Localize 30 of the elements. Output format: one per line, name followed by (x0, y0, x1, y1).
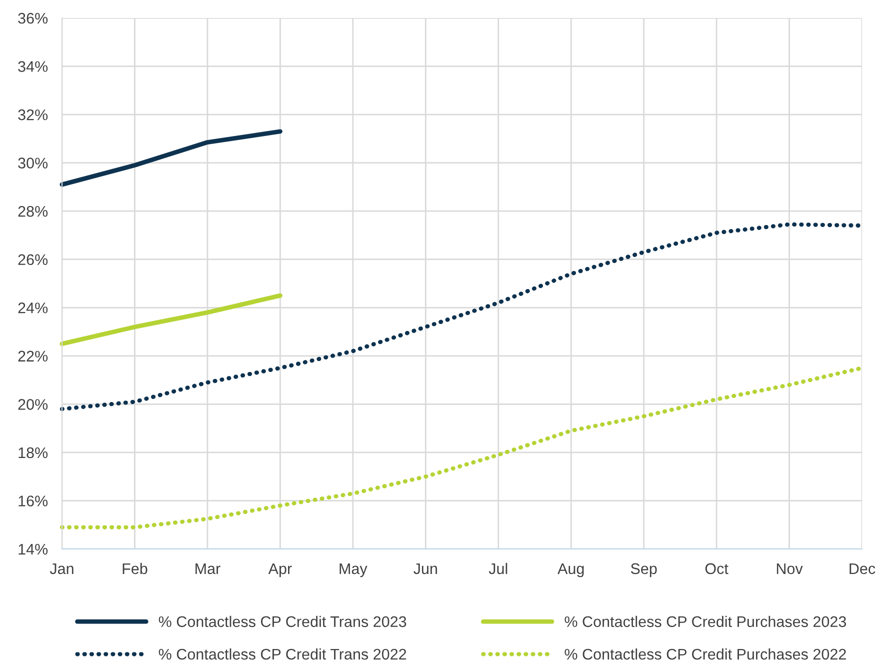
x-tick-label: Jul (488, 562, 508, 574)
line-series (60, 129, 282, 187)
y-tick-label: 14% (18, 544, 48, 555)
x-tick-label: Apr (268, 563, 292, 578)
y-tick-label: 30% (18, 158, 48, 169)
x-tick-label: Oct (705, 563, 728, 574)
y-tick-label: 16% (18, 496, 48, 506)
x-tick-label: Nov (776, 563, 803, 574)
legend-label: % Contactless CP Credit Trans 2022 (158, 648, 406, 660)
legend-label: % Contactless CP Credit Purchases 2023 (564, 616, 846, 628)
legend-label: % Contactless CP Credit Purchases 2022 (564, 648, 846, 660)
x-tick-label: Jun (414, 563, 437, 574)
x-tick-label: Jan (50, 563, 74, 574)
y-tick-label: 24% (18, 302, 48, 314)
x-tick-label: Dec (850, 563, 876, 574)
y-tick-label: 32% (18, 109, 48, 120)
y-tick-label: 18% (18, 447, 48, 458)
legend-label: % Contactless CP Credit Trans 2023 (158, 616, 406, 628)
y-tick-label: 34% (18, 61, 48, 72)
y-tick-label: 20% (18, 399, 48, 410)
y-tick-label: 28% (18, 206, 48, 217)
line-series (60, 293, 282, 346)
x-tick-label: May (340, 563, 368, 578)
x-tick-label: Sep (630, 563, 657, 578)
y-tick-label: 36% (18, 12, 48, 24)
y-tick-label: 22% (18, 350, 48, 362)
x-tick-label: Aug (558, 563, 584, 578)
x-tick-label: Feb (122, 562, 148, 574)
y-tick-label: 26% (18, 254, 48, 266)
x-tick-label: Mar (196, 563, 220, 574)
